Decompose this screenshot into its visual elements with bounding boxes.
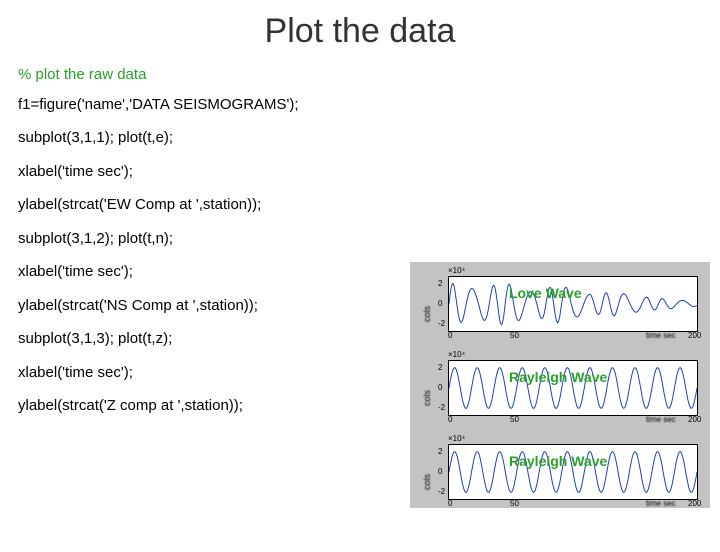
ytick: -2 xyxy=(438,319,445,328)
code-line: subplot(3,1,2); plot(t,n); xyxy=(18,229,720,249)
ylabel: cols xyxy=(422,390,432,406)
code-line: f1=figure('name','DATA SEISMOGRAMS'); xyxy=(18,95,720,115)
ytick: 0 xyxy=(438,467,442,476)
ytick: 0 xyxy=(438,299,442,308)
wave-annotation: Rayleigh Wave xyxy=(509,369,607,385)
xtick: 50 xyxy=(510,331,519,340)
wave-annotation: Rayleigh Wave xyxy=(509,453,607,469)
xtick: 0 xyxy=(448,415,452,424)
ytick: -2 xyxy=(438,403,445,412)
xlabel: time sec xyxy=(646,331,676,340)
xtick: 200 xyxy=(688,499,701,508)
seismogram-figure: ×10⁴Love Wave20-2cols050200time sec×10⁴R… xyxy=(410,262,710,508)
exponent-label: ×10⁴ xyxy=(448,434,465,443)
xlabel: time sec xyxy=(646,499,676,508)
exponent-label: ×10⁴ xyxy=(448,350,465,359)
xtick: 200 xyxy=(688,415,701,424)
code-line: xlabel('time sec'); xyxy=(18,162,720,182)
xtick: 0 xyxy=(448,499,452,508)
ylabel: cols xyxy=(422,474,432,490)
code-comment: % plot the raw data xyxy=(18,65,720,85)
subplot: Rayleigh Wave xyxy=(448,360,698,416)
subplot: Love Wave xyxy=(448,276,698,332)
page-title: Plot the data xyxy=(0,12,720,51)
exponent-label: ×10⁴ xyxy=(448,266,465,275)
xtick: 200 xyxy=(688,331,701,340)
ytick: 2 xyxy=(438,363,442,372)
xtick: 50 xyxy=(510,499,519,508)
ytick: -2 xyxy=(438,487,445,496)
subplot: Rayleigh Wave xyxy=(448,444,698,500)
ytick: 2 xyxy=(438,447,442,456)
xtick: 0 xyxy=(448,331,452,340)
ytick: 0 xyxy=(438,383,442,392)
code-line: subplot(3,1,1); plot(t,e); xyxy=(18,128,720,148)
ytick: 2 xyxy=(438,279,442,288)
code-line: ylabel(strcat('EW Comp at ',station)); xyxy=(18,195,720,215)
ylabel: cols xyxy=(422,306,432,322)
xlabel: time sec xyxy=(646,415,676,424)
xtick: 50 xyxy=(510,415,519,424)
wave-annotation: Love Wave xyxy=(509,285,582,301)
